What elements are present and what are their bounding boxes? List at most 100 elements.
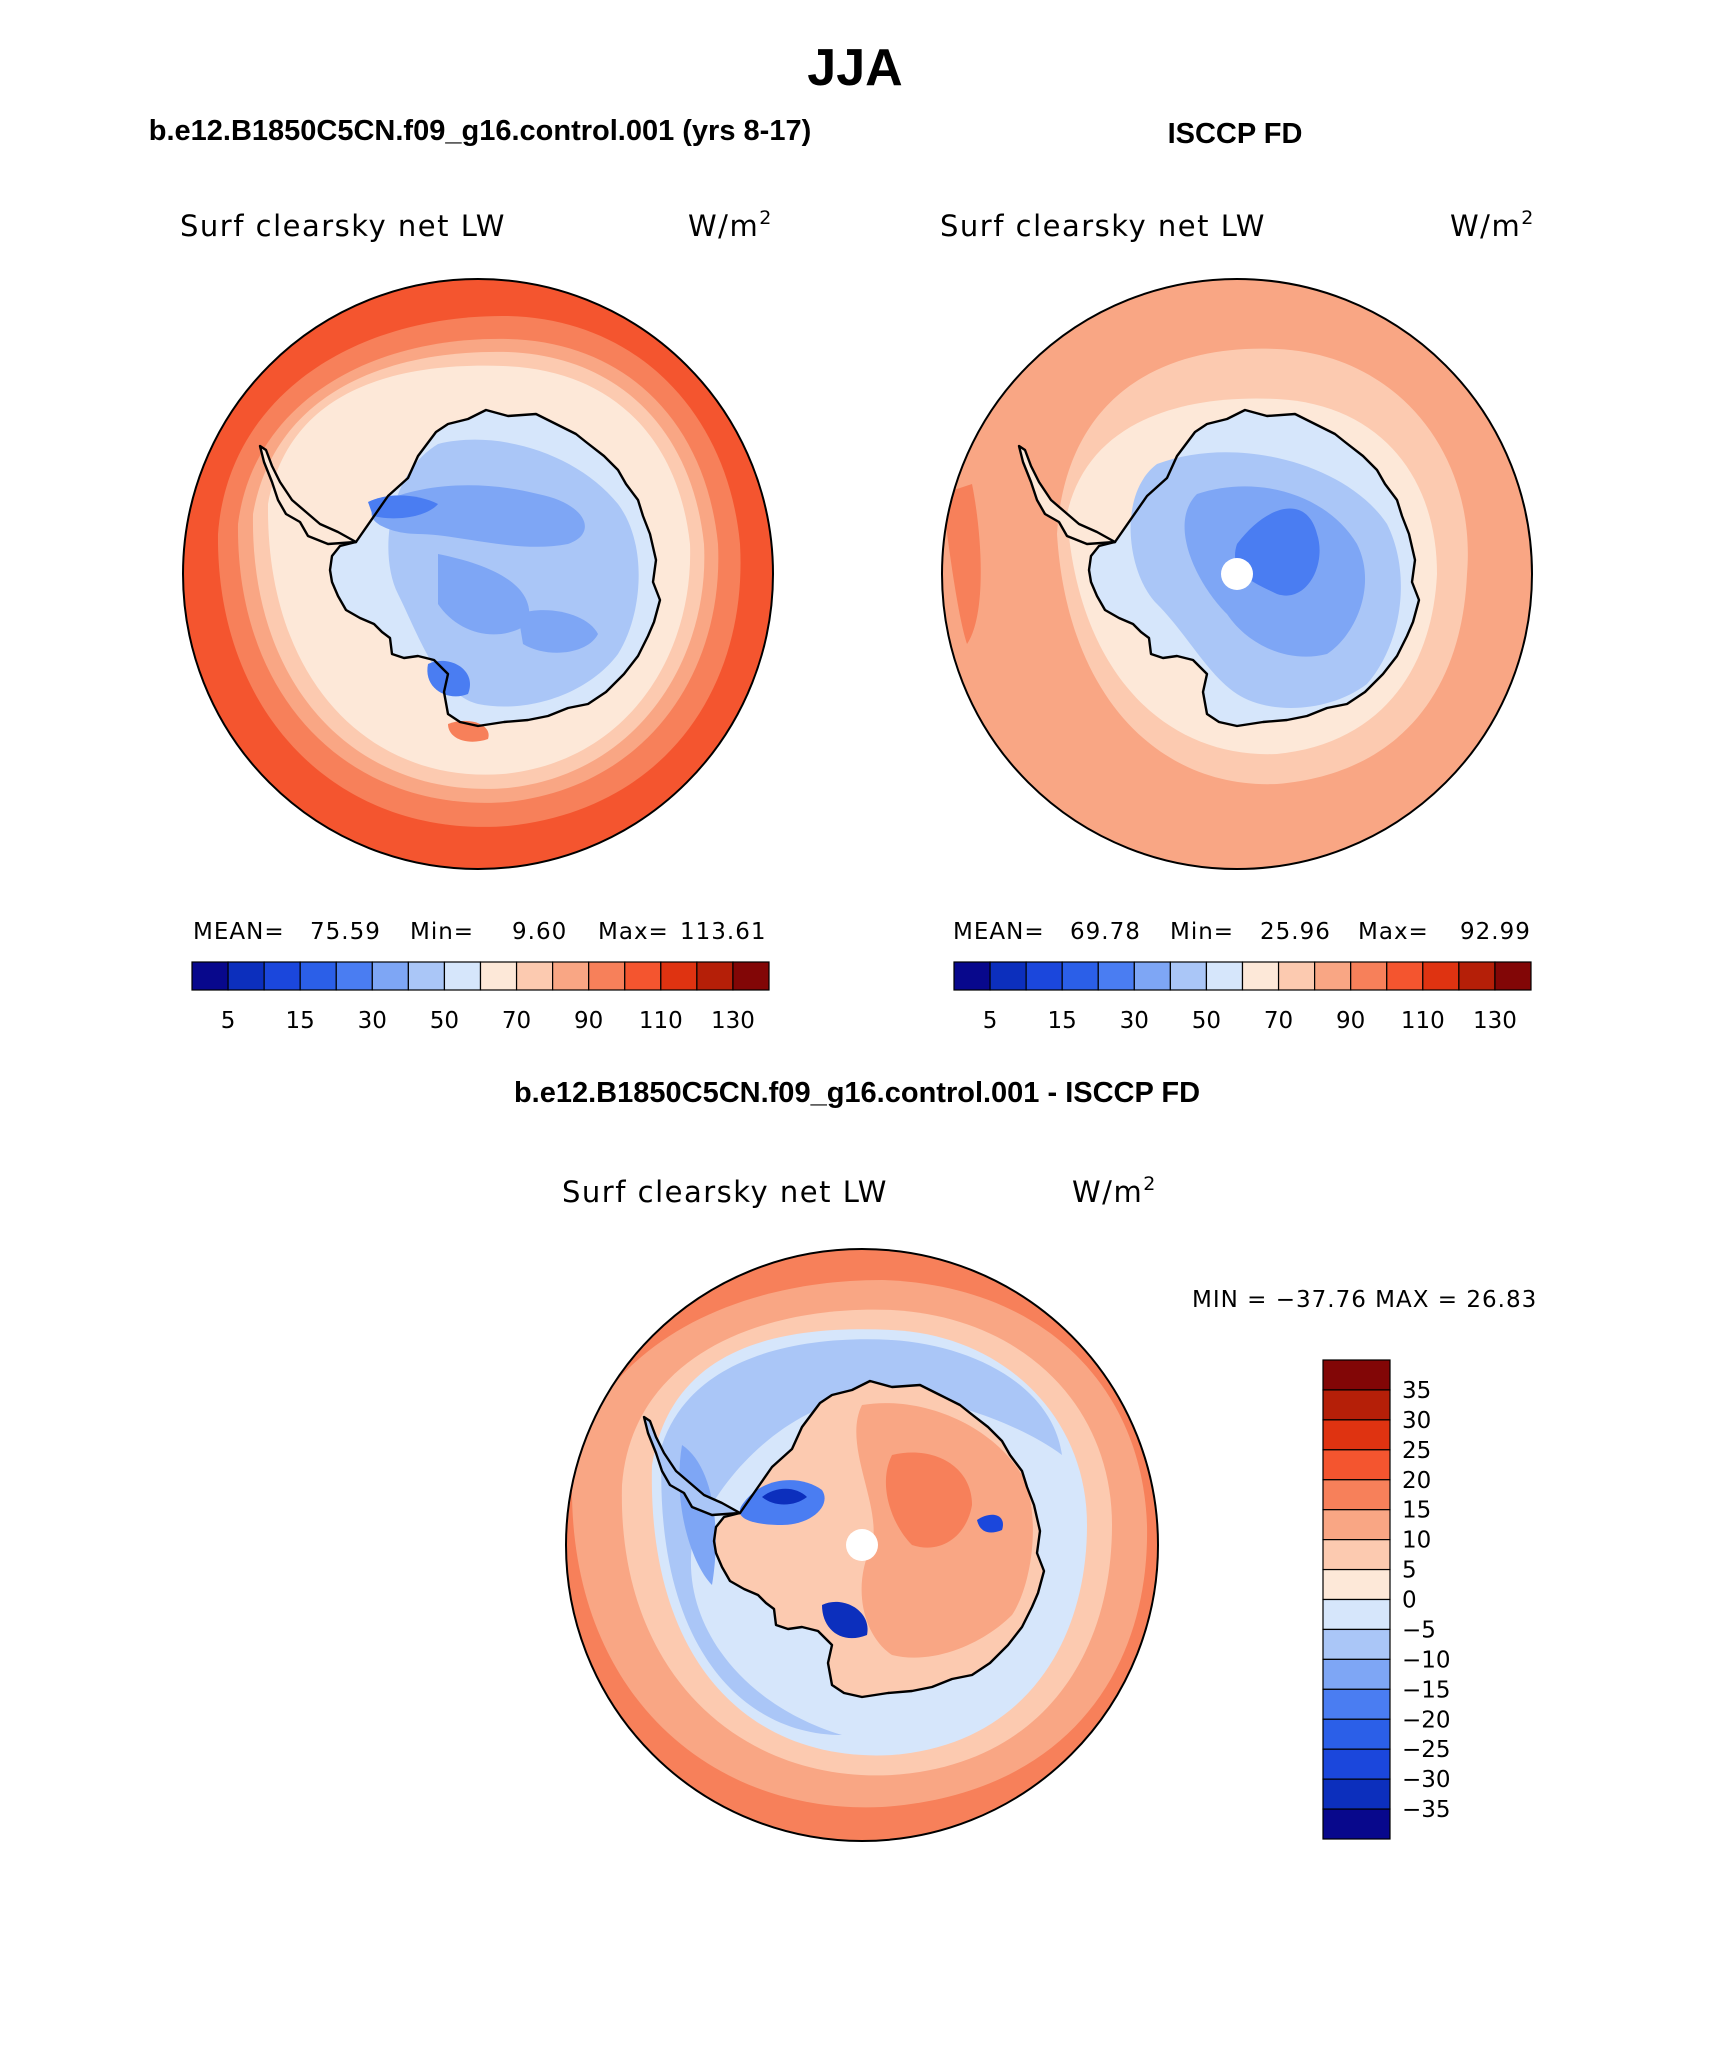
obs-colorbar-swatch [1314,961,1352,991]
obs-map-outline [941,278,1533,870]
model-colorbar-swatch [515,961,554,991]
model-colorbar-tick-label: 5 [221,1008,236,1034]
diff-panel: Surf clearsky net LW W/m2 MIN = −37.76 M… [562,1173,1536,1842]
obs-colorbar-swatch [1169,961,1208,991]
obs-colorbar-swatch [953,961,991,991]
diff-colorbar-tick-label: −25 [1402,1737,1451,1763]
diff-units-label: W/m2 [1072,1173,1157,1209]
diff-case-title: b.e12.B1850C5CN.f09_g16.control.001 - IS… [514,1077,1200,1109]
obs-mean-value: 69.78 [1070,919,1141,945]
obs-colorbar-swatch [1205,961,1244,991]
model-colorbar-swatch [732,961,770,991]
obs-colorbar-tick-label: 15 [1048,1008,1077,1034]
diff-field-west-min [762,1488,807,1505]
model-colorbar-swatch [263,961,301,991]
diff-colorbar-tick-label: 10 [1402,1528,1431,1554]
model-colorbar-swatch [588,961,626,991]
obs-colorbar-swatch [1133,961,1171,991]
diff-colorbar-swatch [1322,1778,1391,1810]
obs-colorbar-ticks: 5 15 30 50 70 90 110 130 [983,1008,1517,1034]
diff-colorbar-tick-label: 0 [1402,1588,1417,1614]
obs-field-interior-min [1235,508,1320,596]
diff-colorbar-tick-label: −15 [1402,1677,1451,1703]
diff-colorbar-tick-label: −20 [1402,1707,1451,1733]
diff-colorbar-tick-label: 30 [1402,1408,1431,1434]
model-map [182,278,774,870]
diff-map-outline [565,1248,1159,1842]
diff-colorbar-tick-label: 25 [1402,1438,1431,1464]
diff-colorbar-swatch [1322,1568,1391,1601]
diff-colorbar [1322,1359,1391,1840]
model-panel: Surf clearsky net LW W/m2 [180,207,774,1034]
obs-colorbar-tick-label: 110 [1401,1008,1445,1034]
obs-colorbar [953,961,1532,991]
diff-colorbar-tick-label: −10 [1402,1647,1451,1673]
model-colorbar-swatch [479,961,518,991]
model-max-value: 113.61 [680,919,766,945]
diff-colorbar-swatch [1322,1808,1391,1840]
diff-colorbar-ticks: 35 30 25 20 15 10 5 0 −5 −10 −15 −20 −25 −30 −35 [1402,1378,1451,1823]
obs-colorbar-swatch [989,961,1027,991]
diff-colorbar-swatch [1322,1359,1391,1391]
diff-colorbar-swatch [1322,1509,1391,1541]
diff-field-band-5 [661,1339,1062,1735]
figure-title: JJA [807,39,902,97]
model-colorbar-tick-label: 30 [358,1008,387,1034]
obs-colorbar-tick-label: 130 [1473,1008,1517,1034]
diff-field-interior-max [885,1452,972,1548]
obs-colorbar-tick-label: 50 [1192,1008,1221,1034]
diff-map [565,1248,1159,1842]
model-colorbar-swatch [624,961,662,991]
obs-units-label: W/m2 [1450,207,1535,243]
diff-variable-label: Surf clearsky net LW [562,1175,888,1209]
diff-colorbar-swatch [1322,1658,1391,1690]
diff-colorbar-swatch [1322,1539,1391,1571]
obs-colorbar-tick-label: 90 [1336,1008,1365,1034]
model-case-title: b.e12.B1850C5CN.f09_g16.control.001 (yrs… [149,115,811,147]
diff-field-east-cold [977,1514,1003,1533]
obs-colorbar-swatch [1277,961,1316,991]
obs-variable-label: Surf clearsky net LW [940,209,1266,243]
model-colorbar-ticks: 5 15 30 50 70 90 110 130 [221,1008,755,1034]
obs-colorbar-swatch [1422,961,1460,991]
model-colorbar-swatch [335,961,373,991]
model-variable-label: Surf clearsky net LW [180,209,506,243]
diff-colorbar-tick-label: 15 [1402,1498,1431,1524]
model-colorbar-swatch [227,961,265,991]
diff-colorbar-swatch [1322,1688,1391,1720]
diff-field-ross-min [822,1601,868,1639]
model-map-outline [182,278,774,870]
obs-field-west-warm [942,484,981,644]
model-units-label: W/m2 [688,207,773,243]
obs-map [941,278,1533,870]
diff-colorbar-swatch [1322,1748,1391,1780]
obs-colorbar-swatch [1494,961,1532,991]
model-field-center-low [438,554,530,635]
diff-colorbar-tick-label: 5 [1402,1558,1417,1584]
obs-colorbar-swatch [1025,961,1063,991]
model-field-east-low [518,610,598,653]
model-colorbar-tick-label: 90 [574,1008,603,1034]
diff-colorbar-swatch [1322,1389,1391,1421]
obs-colorbar-tick-label: 30 [1120,1008,1149,1034]
obs-colorbar-tick-label: 5 [983,1008,998,1034]
obs-colorbar-swatch [1458,961,1496,991]
diff-colorbar-swatch [1322,1718,1391,1750]
obs-case-title: ISCCP FD [1168,118,1303,150]
model-colorbar-swatch [443,961,482,991]
model-colorbar-swatch [407,961,446,991]
model-colorbar-swatch [371,961,409,991]
model-colorbar-swatch [299,961,337,991]
obs-colorbar-swatch [1061,961,1099,991]
obs-colorbar-swatch [1097,961,1135,991]
diff-colorbar-swatch [1322,1479,1391,1511]
obs-min-value: 25.96 [1260,919,1331,945]
obs-colorbar-tick-label: 70 [1264,1008,1293,1034]
diff-field-peninsula-cold [679,1445,716,1585]
diff-colorbar-tick-label: −35 [1402,1797,1451,1823]
obs-max-value: 92.99 [1460,919,1531,945]
model-min-value: 9.60 [512,919,567,945]
diff-colorbar-swatch [1322,1628,1391,1660]
model-field-ross-low [427,660,470,697]
model-colorbar [191,961,770,991]
